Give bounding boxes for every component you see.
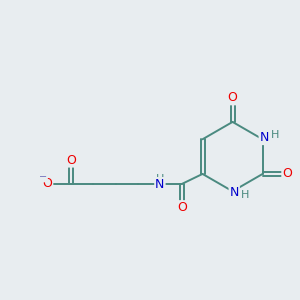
Text: O: O xyxy=(228,91,238,104)
Text: H: H xyxy=(271,130,279,140)
Text: N: N xyxy=(155,178,165,191)
Text: H: H xyxy=(241,190,249,200)
Text: H: H xyxy=(156,174,164,184)
Text: O: O xyxy=(42,177,52,190)
Text: N: N xyxy=(230,186,239,200)
Text: −: − xyxy=(39,172,47,182)
Text: O: O xyxy=(66,154,76,166)
Text: O: O xyxy=(282,167,292,180)
Text: N: N xyxy=(260,131,269,144)
Text: O: O xyxy=(177,201,187,214)
